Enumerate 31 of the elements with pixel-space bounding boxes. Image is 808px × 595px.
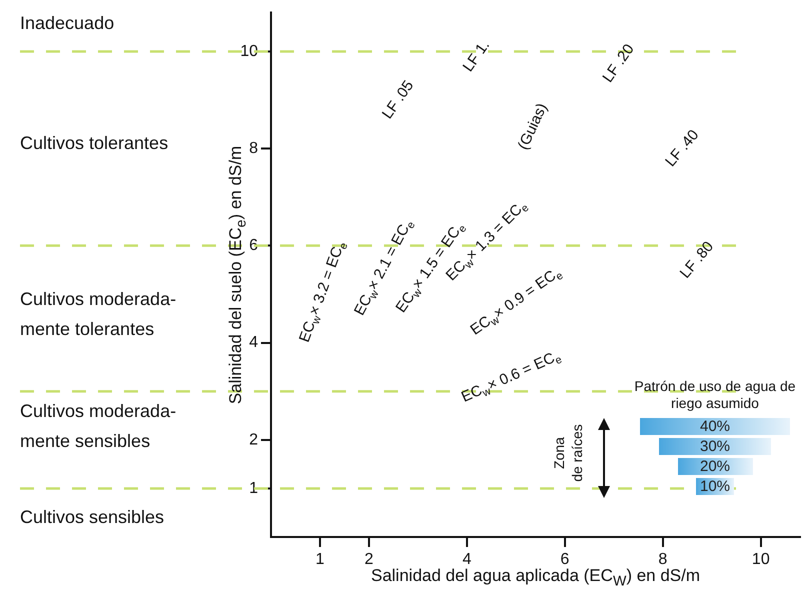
annotation: ECw× 0.6 = ECe	[458, 349, 564, 406]
annotation: LF .40	[662, 126, 702, 170]
x-tick-label: 2	[364, 551, 374, 568]
y-tick-label: 8	[249, 140, 258, 157]
x-tick-label: 1	[316, 551, 325, 568]
text: Cultivos moderada- mente tolerantes	[20, 288, 176, 341]
data-label: 40%	[640, 418, 790, 435]
annotation: ECw× 3.2 = ECe	[296, 241, 350, 345]
y-tick-label: 10	[240, 42, 258, 60]
x-tick-label: 4	[462, 551, 472, 568]
y-tick-label: 2	[249, 431, 258, 448]
x-axis-title: Salinidad del agua aplicada (EC$_{W}$) en dS/m	[370, 566, 700, 590]
y-tick-label: 1	[249, 480, 258, 497]
text: Cultivos tolerantes	[20, 132, 168, 155]
x-tick-label: 10	[752, 551, 770, 568]
text: Cultivos sensibles	[20, 506, 164, 529]
text: Cultivos moderada- mente sensibles	[20, 400, 176, 453]
y-tick-label: 4	[249, 334, 258, 352]
x-tick-label: 6	[560, 551, 570, 568]
annotation: LF 1.	[460, 37, 494, 75]
x-tick-label: 8	[658, 551, 668, 568]
text: Inadecuado	[20, 12, 114, 35]
text: Patrón de uso de agua de riego asumido	[633, 378, 797, 412]
data-label: 10%	[696, 478, 734, 495]
data-label: 20%	[678, 458, 752, 475]
annotation: LF .20	[599, 41, 638, 86]
annotation: LF .05	[378, 77, 418, 122]
data-label: 30%	[658, 438, 772, 455]
annotation: Zona de raíces	[550, 423, 586, 484]
annotation: LF .80	[676, 238, 718, 282]
annotation: ECw× 0.9 = ECe	[467, 267, 566, 339]
